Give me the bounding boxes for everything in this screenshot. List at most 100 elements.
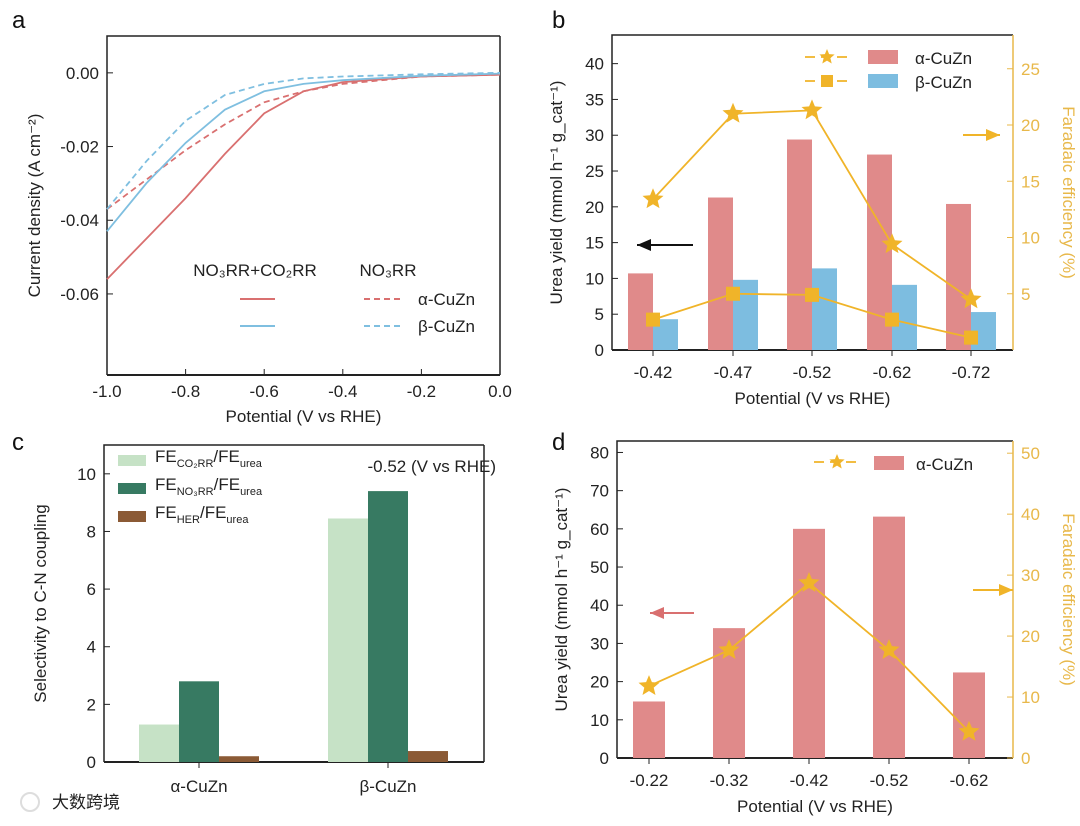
fe-square-marker: [646, 312, 660, 327]
legend-label-2: FEHER/FEurea: [155, 503, 249, 526]
x-axis-label: Potential (V vs RHE): [226, 407, 382, 426]
bar-FE_CO2RR/FE_urea-0: [139, 724, 179, 762]
legend-swatch-beta: [868, 74, 898, 88]
fe-square-marker: [805, 287, 819, 302]
y-tick-label: 10: [585, 269, 604, 288]
fe-star-marker: [801, 99, 823, 120]
y-tick-label: 0: [600, 749, 609, 768]
fe-square-marker: [726, 286, 740, 301]
y-tick-label: 5: [595, 305, 604, 324]
x-tick-label: -0.6: [250, 382, 279, 401]
legend-text: FE: [155, 503, 177, 522]
line--cuzn-no3rr-co2rr: [106, 73, 501, 280]
legend-label-0: FECO₂RR/FEurea: [155, 447, 263, 470]
y2-tick-label: 0: [1021, 749, 1030, 768]
y-tick-label: -0.04: [60, 211, 99, 230]
watermark-logo: 大数跨境: [52, 793, 120, 812]
x-tick-label: -0.42: [790, 771, 829, 790]
fe-star-marker: [960, 288, 982, 309]
y2-tick-label: 15: [1021, 172, 1040, 191]
fe-star-marker: [722, 102, 744, 123]
x-tick-label: α-CuZn: [170, 777, 227, 796]
y-tick-label: 60: [590, 520, 609, 539]
line--cuzn-no3rr: [106, 71, 501, 210]
bar-CuZn--0.42: [628, 273, 653, 350]
y-tick-label: 20: [585, 198, 604, 217]
fe-star-marker: [718, 639, 740, 659]
legend-text: /FE: [214, 475, 240, 494]
bar-CuZn--0.72: [946, 203, 971, 350]
right-axis-arrow-head: [986, 129, 1000, 141]
y-tick-label: 4: [87, 638, 96, 657]
panel-label-d: d: [552, 429, 565, 456]
y2-tick-label: 25: [1021, 60, 1040, 79]
watermark-icon: [20, 792, 40, 812]
fe-star-marker: [878, 639, 900, 659]
x-tick-label: -0.62: [873, 363, 912, 382]
fe-star-marker: [881, 233, 903, 254]
y2-tick-label: 10: [1021, 688, 1040, 707]
x-tick-label: 0.0: [488, 382, 512, 401]
y2-tick-label: 50: [1021, 444, 1040, 463]
y2-tick-label: 20: [1021, 627, 1040, 646]
y2-tick-label: 30: [1021, 566, 1040, 585]
fe-square-marker: [885, 312, 899, 327]
y-tick-label: 70: [590, 482, 609, 501]
y-tick-label: 0: [87, 753, 96, 772]
legend-subscript: HER: [177, 514, 200, 526]
x-tick-label: -0.4: [328, 382, 357, 401]
legend-swatch-alpha: [874, 456, 904, 470]
legend-subscript: NO₃RR: [177, 486, 214, 498]
bar-FE_HER/FE_urea-0: [219, 756, 259, 762]
fe-star-marker: [642, 188, 664, 209]
x-axis-label: Potential (V vs RHE): [735, 389, 891, 408]
y-tick-label: 20: [590, 673, 609, 692]
y-tick-label: 10: [590, 711, 609, 730]
x-tick-label: -0.42: [634, 363, 673, 382]
panel-label-c: c: [12, 429, 24, 456]
panel-label-b: b: [552, 7, 565, 34]
legend-header-no3rr: NO₃RR: [360, 261, 417, 280]
legend-text: FE: [155, 475, 177, 494]
fe-square-marker: [964, 330, 978, 345]
legend-swatch-2: [118, 511, 146, 522]
x-tick-label: -0.8: [171, 382, 200, 401]
y-tick-label: 10: [77, 465, 96, 484]
x-tick-label: -0.52: [870, 771, 909, 790]
fe-star-marker: [798, 572, 820, 592]
right-axis-arrow-head: [999, 584, 1013, 596]
y-tick-label: 0.00: [66, 64, 99, 83]
bar-CuZn--0.47: [708, 197, 733, 350]
potential-annotation: -0.52 (V vs RHE): [368, 457, 496, 476]
y-tick-label: 35: [585, 90, 604, 109]
panel-a-frame: [106, 35, 500, 375]
legend-subscript: urea: [240, 486, 263, 498]
bar-CuZn--0.52: [873, 516, 905, 758]
y2-tick-label: 5: [1021, 285, 1030, 304]
y-axis-label: Urea yield (mmol h⁻¹ g_cat⁻¹): [547, 81, 566, 305]
y-tick-label: -0.02: [60, 138, 99, 157]
bar-FE_NO3RR/FE_urea-0: [179, 681, 219, 762]
y-tick-label: 40: [585, 55, 604, 74]
bar-CuZn--0.22: [633, 701, 665, 758]
panel-d-frame: [616, 440, 1013, 758]
y-tick-label: 25: [585, 162, 604, 181]
y-tick-label: 50: [590, 558, 609, 577]
fe-star-marker: [638, 675, 660, 695]
x-tick-label: -0.22: [630, 771, 669, 790]
y-axis-label: Selectivity to C-N coupling: [31, 504, 50, 702]
fe-star-marker: [958, 720, 980, 741]
legend-header-combined: NO₃RR+CO₂RR: [193, 261, 317, 280]
panel-b-frame: [611, 34, 1013, 350]
legend-swatch-0: [118, 455, 146, 466]
x-tick-label: -0.52: [793, 363, 832, 382]
legend-subscript: urea: [226, 514, 249, 526]
y-tick-label: 30: [585, 126, 604, 145]
y-axis-label: Urea yield (mmol h⁻¹ g_cat⁻¹): [552, 488, 571, 712]
legend-text: /FE: [200, 503, 226, 522]
y-tick-label: 40: [590, 596, 609, 615]
x-tick-label: -0.72: [952, 363, 991, 382]
x-tick-label: -0.2: [407, 382, 436, 401]
x-tick-label: -1.0: [92, 382, 121, 401]
